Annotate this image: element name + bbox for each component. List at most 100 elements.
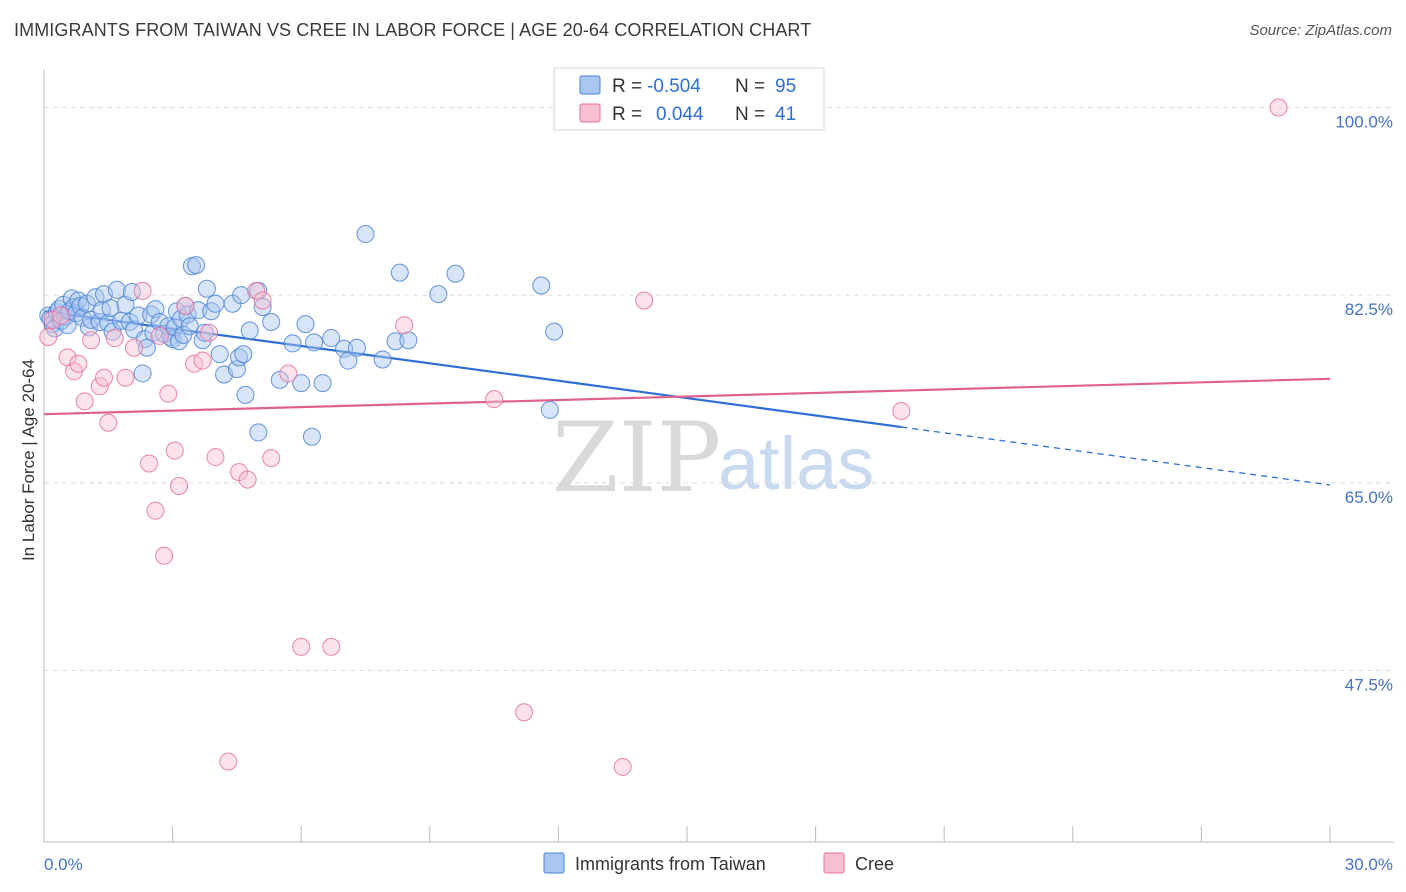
- point-cree: [395, 316, 414, 335]
- x-tick-label: 0.0%: [44, 855, 83, 874]
- point-taiwan: [283, 334, 302, 353]
- point-taiwan: [232, 286, 251, 305]
- point-cree: [140, 454, 159, 473]
- point-cree: [99, 413, 118, 432]
- point-cree: [1269, 98, 1288, 117]
- series-legend: Immigrants from Taiwan Cree: [543, 852, 894, 874]
- point-cree: [159, 384, 178, 403]
- bottom-legend-label-pink: Cree: [855, 854, 894, 874]
- legend-swatch-pink: [579, 103, 601, 123]
- point-taiwan: [234, 345, 253, 364]
- y-axis-title: In Labor Force | Age 20-64: [19, 359, 38, 561]
- point-taiwan: [262, 312, 281, 331]
- point-taiwan: [107, 280, 126, 299]
- legend-r-label-blue: R =: [612, 76, 642, 97]
- legend-r-label-pink: R =: [612, 104, 642, 125]
- point-cree: [146, 501, 165, 520]
- legend-n-value-pink: 41: [775, 104, 796, 125]
- watermark-atlas: atlas: [718, 422, 874, 505]
- legend-swatch-blue: [579, 75, 601, 95]
- point-cree: [90, 377, 109, 396]
- point-cree: [613, 757, 632, 776]
- point-cree: [133, 281, 152, 300]
- point-taiwan: [399, 331, 418, 350]
- point-cree: [200, 323, 219, 342]
- point-taiwan: [386, 332, 405, 351]
- point-taiwan: [129, 306, 148, 325]
- point-taiwan: [545, 322, 564, 341]
- point-cree: [52, 306, 71, 325]
- point-cree: [635, 291, 654, 310]
- point-cree: [165, 441, 184, 460]
- watermark-zip: ZIP: [552, 402, 721, 514]
- point-taiwan: [133, 364, 152, 383]
- point-cree: [75, 392, 94, 411]
- point-taiwan: [532, 276, 551, 295]
- bottom-legend-swatch-blue: [543, 852, 565, 874]
- tick-labels: 100.0% 82.5% 65.0% 47.5% 0.0% 30.0%: [44, 113, 1393, 874]
- point-cree: [262, 449, 281, 468]
- y-tick-label: 82.5%: [1345, 300, 1393, 319]
- point-taiwan: [305, 333, 324, 352]
- point-taiwan: [249, 423, 268, 442]
- bottom-legend-swatch-pink: [823, 852, 845, 874]
- point-taiwan: [322, 329, 341, 348]
- point-taiwan: [193, 331, 212, 350]
- y-tick-label: 47.5%: [1345, 675, 1393, 694]
- trend-line-taiwan: [43, 310, 902, 429]
- point-taiwan: [197, 279, 216, 298]
- watermark: ZIP atlas: [552, 402, 874, 514]
- point-cree: [279, 364, 298, 383]
- trend-line-taiwan-extrapolated: [901, 426, 1331, 486]
- point-taiwan: [296, 315, 315, 334]
- x-tick-label: 30.0%: [1345, 855, 1393, 874]
- point-taiwan: [180, 317, 199, 336]
- point-taiwan: [540, 400, 559, 419]
- point-cree: [125, 338, 144, 357]
- point-taiwan: [429, 285, 448, 304]
- point-taiwan: [206, 294, 225, 313]
- point-cree: [43, 310, 62, 329]
- source-credit: Source: ZipAtlas.com: [1249, 22, 1392, 39]
- point-cree: [253, 291, 272, 310]
- point-taiwan: [356, 225, 375, 244]
- point-taiwan: [373, 350, 392, 369]
- trend-line-cree: [43, 377, 1331, 416]
- bottom-legend-label-blue: Immigrants from Taiwan: [575, 854, 766, 874]
- point-cree: [170, 477, 189, 496]
- point-cree: [515, 703, 534, 722]
- point-cree: [292, 637, 311, 656]
- point-taiwan: [137, 338, 156, 357]
- y-tick-label: 65.0%: [1345, 488, 1393, 507]
- stats-legend: R = -0.504 N = 95 R = 0.044 N = 41: [553, 67, 825, 131]
- scatter-points: [39, 98, 1288, 776]
- point-taiwan: [253, 297, 272, 316]
- axes: [43, 70, 1394, 843]
- point-cree: [155, 546, 174, 565]
- legend-n-value-blue: 95: [775, 76, 796, 97]
- point-taiwan: [236, 385, 255, 404]
- point-taiwan: [390, 263, 409, 282]
- point-cree: [150, 326, 169, 345]
- point-cree: [69, 354, 88, 373]
- point-cree: [485, 390, 504, 409]
- trend-lines: [43, 310, 1331, 486]
- point-cree: [176, 296, 195, 315]
- point-cree: [892, 401, 911, 420]
- point-taiwan: [240, 321, 259, 340]
- point-taiwan: [227, 360, 246, 379]
- chart-title: IMMIGRANTS FROM TAIWAN VS CREE IN LABOR …: [14, 20, 812, 40]
- point-cree: [82, 331, 101, 350]
- point-cree: [238, 470, 257, 489]
- point-cree: [105, 329, 124, 348]
- point-taiwan: [446, 264, 465, 283]
- point-cree: [322, 637, 341, 656]
- legend-r-value-pink: 0.044: [656, 104, 704, 125]
- legend-n-label-blue: N =: [735, 76, 765, 97]
- point-taiwan: [313, 374, 332, 393]
- point-taiwan: [292, 374, 311, 393]
- point-cree: [206, 448, 225, 467]
- point-cree: [219, 752, 238, 771]
- point-cree: [39, 327, 58, 346]
